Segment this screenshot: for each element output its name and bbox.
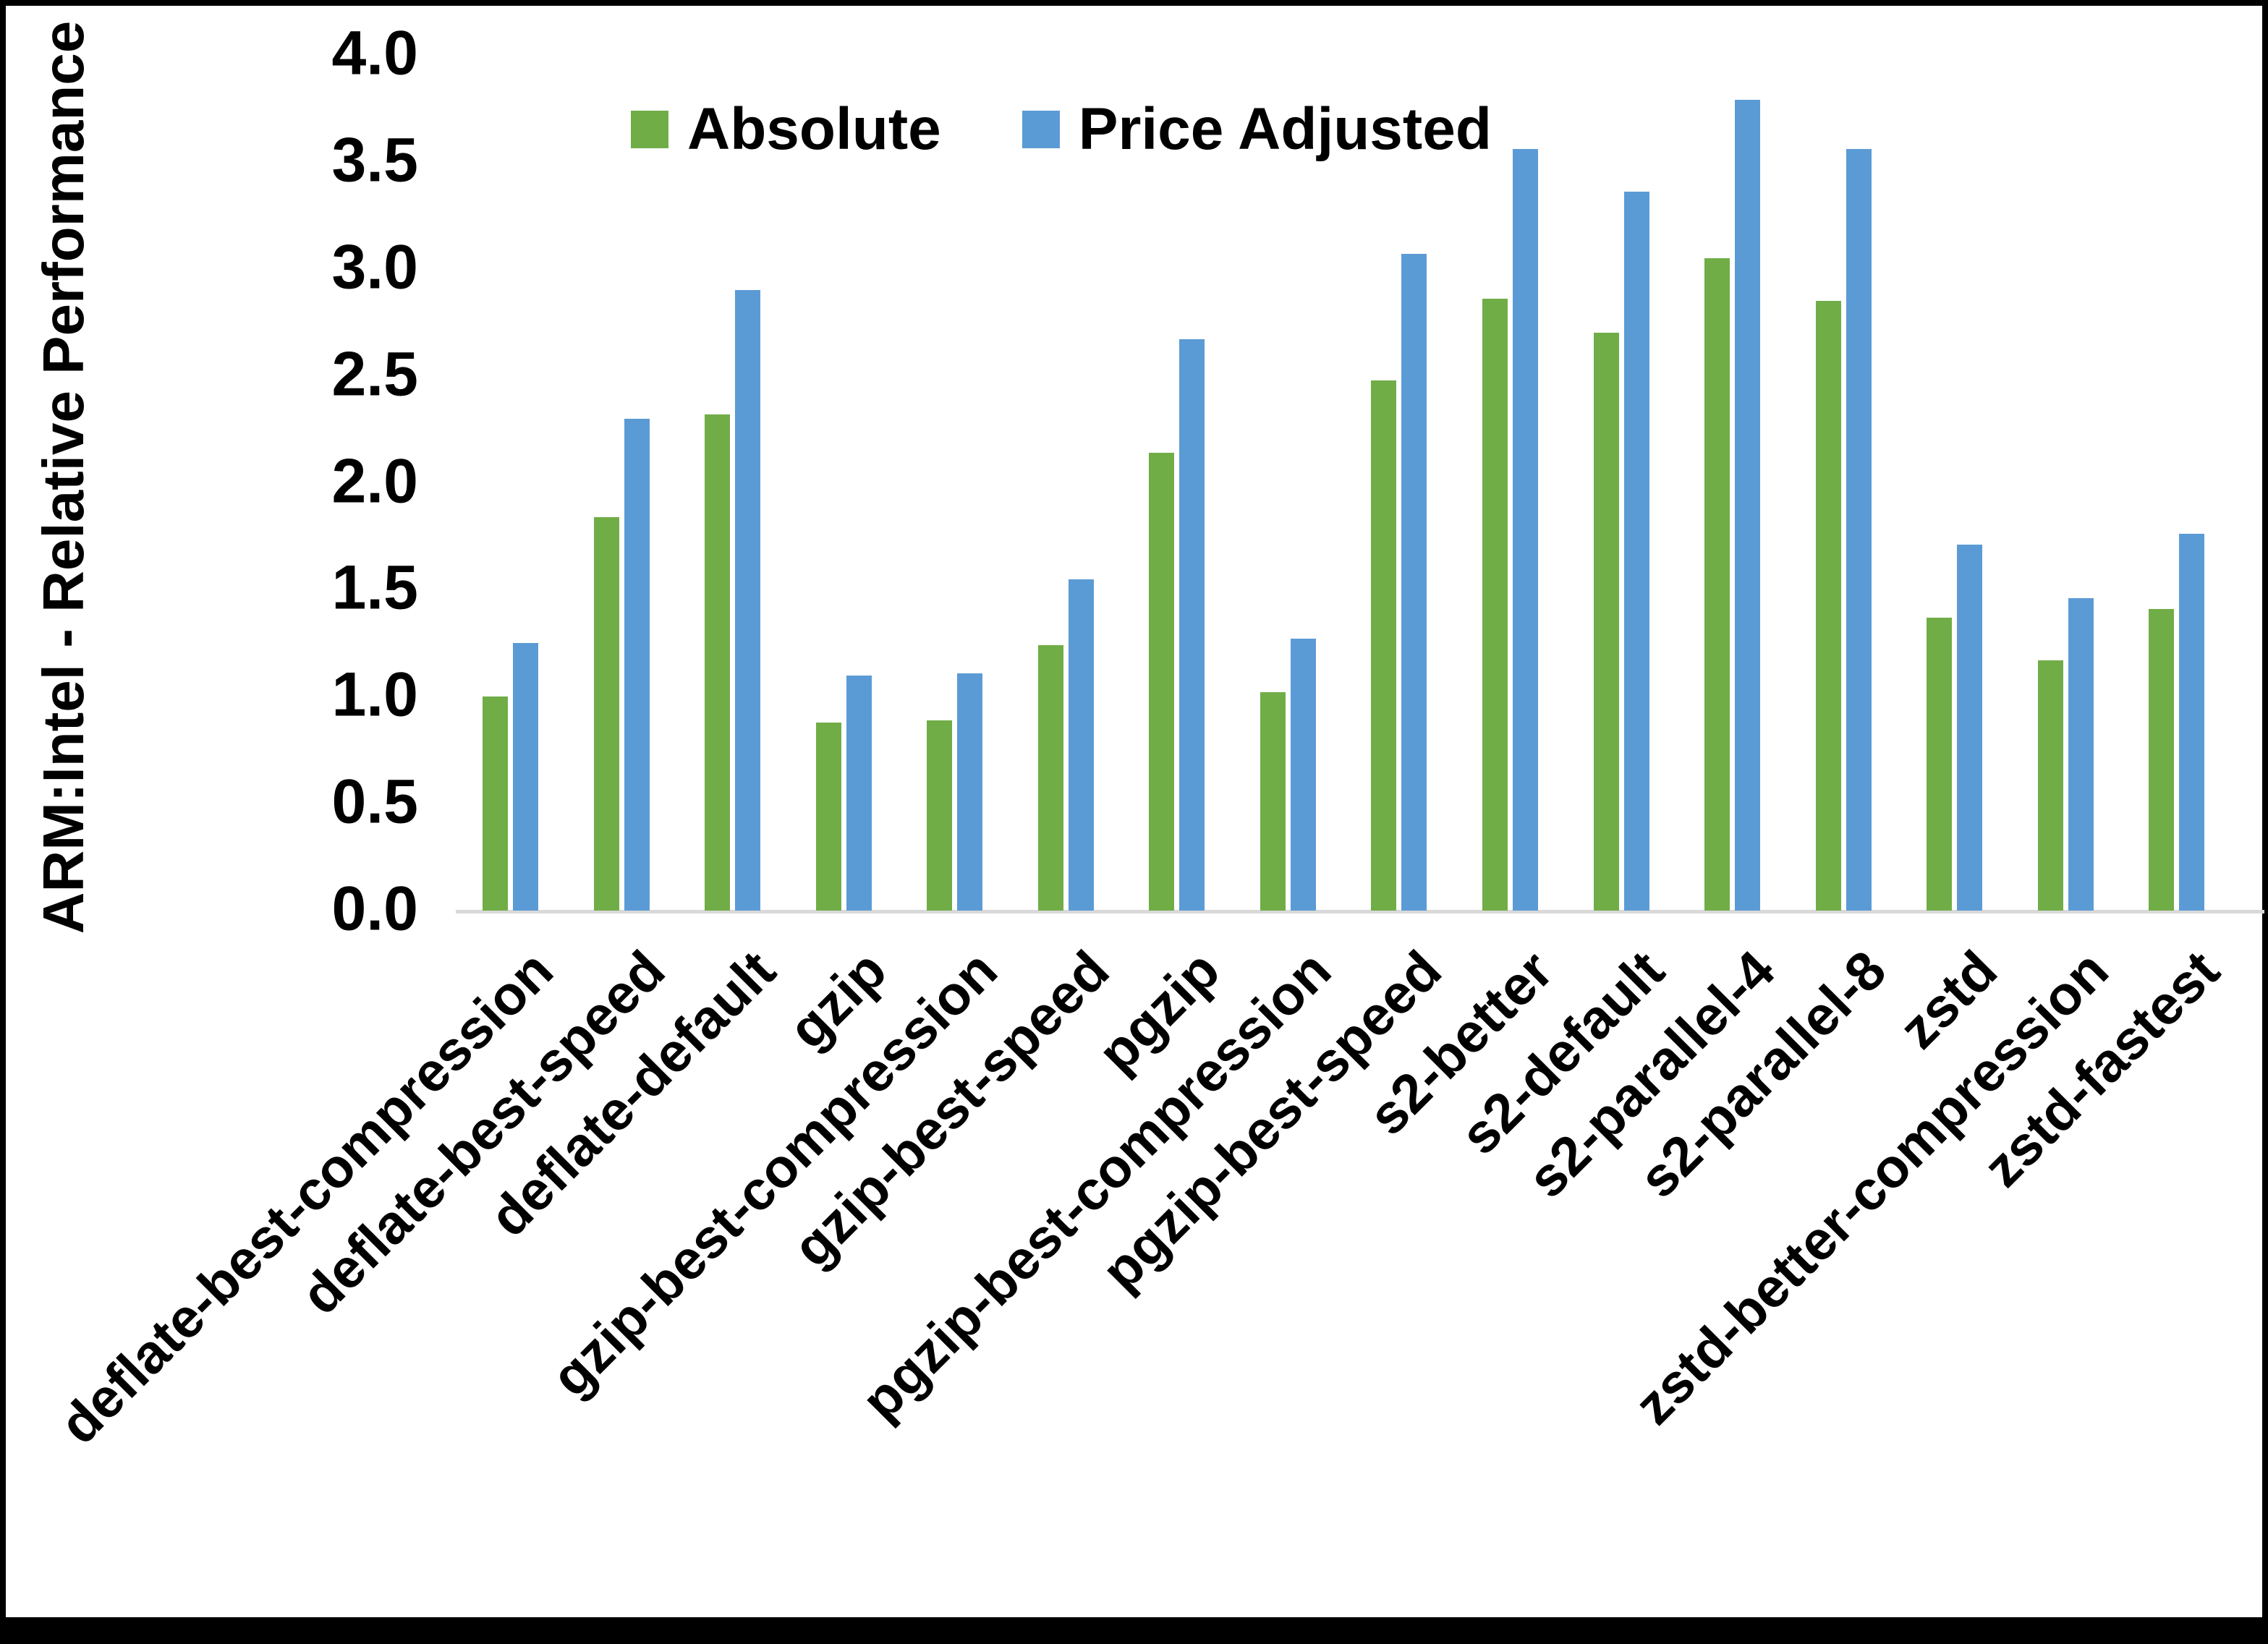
bar-price-adjusted-deflate-default (735, 290, 760, 911)
bar-absolute-gzip (816, 723, 841, 911)
bar-absolute-gzip-best-compression (927, 720, 952, 911)
y-tick-label-1.0: 1.0 (331, 660, 418, 730)
y-tick-label-1.5: 1.5 (331, 553, 418, 623)
legend-label-absolute: Absolute (687, 96, 941, 162)
bar-absolute-deflate-default (705, 414, 730, 911)
legend-swatch-price-adjusted (1022, 111, 1060, 148)
bar-absolute-s2-parallel-8 (1816, 301, 1841, 911)
legend-swatch-absolute (631, 111, 668, 148)
bar-price-adjusted-s2-parallel-4 (1735, 100, 1760, 911)
bar-price-adjusted-gzip-best-compression (957, 673, 982, 911)
bar-absolute-zstd-fastest (2149, 609, 2174, 911)
bar-absolute-deflate-best-speed (594, 517, 619, 911)
y-tick-label-4.0: 4.0 (331, 18, 418, 88)
bar-price-adjusted-gzip-best-speed (1069, 579, 1094, 911)
bar-price-adjusted-s2-default (1624, 192, 1649, 911)
legend-item-absolute: Absolute (631, 95, 941, 163)
frame-border-right (2262, 0, 2268, 1644)
y-tick-label-0.5: 0.5 (331, 767, 418, 837)
frame-border-top (0, 0, 2268, 6)
bar-price-adjusted-pgzip-best-speed (1401, 254, 1427, 911)
y-tick-label-2.5: 2.5 (331, 339, 418, 409)
bar-price-adjusted-deflate-best-speed (624, 419, 650, 911)
y-tick-label-3.5: 3.5 (331, 125, 418, 195)
bar-absolute-gzip-best-speed (1038, 645, 1063, 911)
legend-label-price-adjusted: Price Adjusted (1078, 96, 1492, 162)
bar-absolute-deflate-best-compression (483, 697, 508, 911)
bar-price-adjusted-deflate-best-compression (513, 643, 538, 911)
bar-price-adjusted-s2-better (1513, 149, 1538, 911)
y-tick-label-0.0: 0.0 (331, 874, 418, 944)
y-tick-label-2.0: 2.0 (331, 446, 418, 516)
y-tick-label-3.0: 3.0 (331, 232, 418, 302)
bar-absolute-s2-parallel-4 (1704, 258, 1730, 911)
bar-absolute-s2-better (1482, 299, 1508, 911)
legend-item-price-adjusted: Price Adjusted (1022, 95, 1492, 163)
bar-price-adjusted-zstd (1957, 545, 1982, 911)
legend: Absolute Price Adjusted (631, 95, 1492, 163)
bar-price-adjusted-zstd-fastest (2179, 534, 2204, 911)
frame-border-bottom (0, 1617, 2268, 1644)
bar-absolute-s2-default (1594, 333, 1619, 911)
bar-absolute-zstd (1927, 618, 1952, 911)
bar-absolute-pgzip (1149, 453, 1174, 911)
bar-absolute-zstd-better-compression (2038, 660, 2063, 911)
bar-absolute-pgzip-best-speed (1371, 380, 1396, 911)
bar-absolute-pgzip-best-compression (1260, 692, 1286, 911)
x-axis-line (456, 910, 2264, 913)
bar-price-adjusted-zstd-better-compression (2068, 598, 2094, 911)
bar-price-adjusted-s2-parallel-8 (1846, 149, 1872, 911)
bar-price-adjusted-pgzip-best-compression (1291, 639, 1316, 911)
frame-border-left (0, 0, 6, 1644)
bar-price-adjusted-pgzip (1179, 339, 1205, 911)
bar-price-adjusted-gzip (846, 676, 872, 911)
